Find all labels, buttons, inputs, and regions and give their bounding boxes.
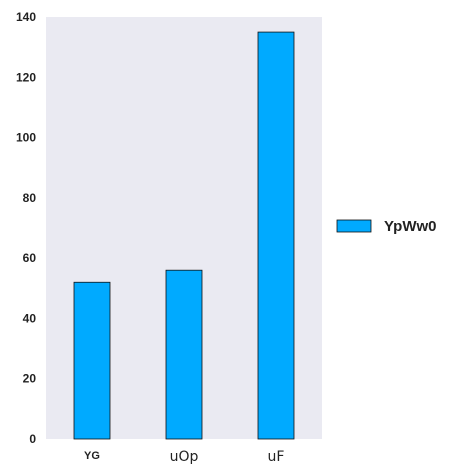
- x-axis: YG uOp uF: [84, 449, 284, 465]
- x-tick-label: uOp: [170, 449, 199, 465]
- legend-label: YpWw0: [384, 218, 437, 235]
- legend-swatch: [337, 220, 371, 232]
- y-tick-label: 120: [16, 70, 36, 84]
- y-axis: 0 20 40 60 80 100 120 140: [16, 10, 36, 446]
- y-tick-label: 100: [16, 131, 36, 145]
- y-tick-label: 140: [16, 10, 36, 24]
- y-tick-label: 60: [23, 251, 37, 265]
- y-tick-label: 80: [23, 191, 37, 205]
- bar-uOp: [166, 270, 202, 439]
- y-tick-label: 40: [23, 311, 37, 325]
- legend: YpWw0: [337, 218, 437, 235]
- y-tick-label: 20: [23, 372, 37, 386]
- bar-YG: [74, 282, 110, 439]
- x-tick-label: uF: [268, 449, 285, 465]
- y-tick-label: 0: [29, 432, 36, 446]
- x-tick-label: YG: [84, 450, 100, 462]
- bar-uF: [258, 32, 294, 439]
